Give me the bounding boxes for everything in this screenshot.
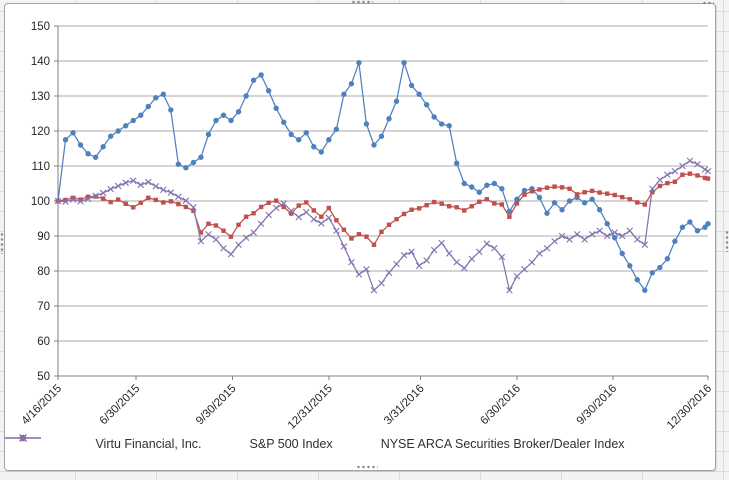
gridlines: [58, 25, 708, 342]
y-tick-label: 80: [37, 266, 50, 278]
legend-item-sp500[interactable]: S&P 500 Index: [5, 435, 333, 451]
series-1: [55, 171, 711, 247]
x-axis-labels: 4/16/2015 6/30/2015 9/30/2015 12/31/2015 3/3…: [19, 376, 714, 432]
y-axis-labels: 50 60 70 80 90 100 110 120 130 140 150: [31, 21, 58, 383]
chart-frame[interactable]: 50 60 70 80 90 100 110 120 130 140 150 4/16/2015 6/3…: [4, 3, 716, 471]
legend-label: S&P 500 Index: [249, 437, 333, 451]
x-tick-label: 4/16/2015: [19, 383, 64, 428]
resize-handle-right[interactable]: [725, 230, 729, 252]
y-tick-label: 110: [32, 161, 50, 173]
y-tick-label: 50: [37, 371, 50, 383]
y-tick-label: 150: [31, 21, 50, 33]
y-tick-label: 130: [31, 91, 50, 103]
legend-label: Virtu Financial, Inc.: [95, 437, 202, 451]
x-tick-label: 9/30/2016: [575, 383, 620, 428]
legend-item-arca[interactable]: NYSE ARCA Securities Broker/Dealer Index: [5, 434, 625, 451]
y-tick-label: 70: [37, 301, 50, 313]
y-tick-label: 60: [37, 336, 50, 348]
legend-marker-x-icon: [5, 434, 41, 442]
x-tick-label: 6/30/2015: [98, 383, 143, 428]
legend-label: NYSE ARCA Securities Broker/Dealer Index: [380, 437, 625, 451]
series-2: [54, 157, 712, 294]
y-tick-label: 120: [31, 126, 50, 138]
x-tick-label: 12/31/2015: [286, 383, 335, 432]
resize-handle-left[interactable]: [0, 232, 4, 254]
x-tick-label: 12/30/2016: [665, 383, 714, 432]
resize-handle-bottom[interactable]: [356, 465, 378, 469]
x-tick-label: 3/31/2016: [382, 383, 427, 428]
y-tick-label: 90: [37, 231, 50, 243]
y-tick-label: 140: [31, 56, 50, 68]
y-tick-label: 100: [31, 196, 50, 208]
resize-handle-top-right[interactable]: [702, 1, 714, 5]
resize-handle-top[interactable]: [351, 0, 373, 4]
legend-item-virtu[interactable]: Virtu Financial, Inc.: [5, 434, 202, 451]
series-0: [55, 60, 711, 293]
chart-canvas: 50 60 70 80 90 100 110 120 130 140 150 4/16/2015 6/3…: [19, 21, 714, 432]
x-tick-label: 6/30/2016: [478, 383, 523, 428]
x-tick-label: 9/30/2015: [194, 383, 239, 428]
chart-legend: Virtu Financial, Inc. S&P 500 Index NYSE…: [5, 432, 715, 456]
